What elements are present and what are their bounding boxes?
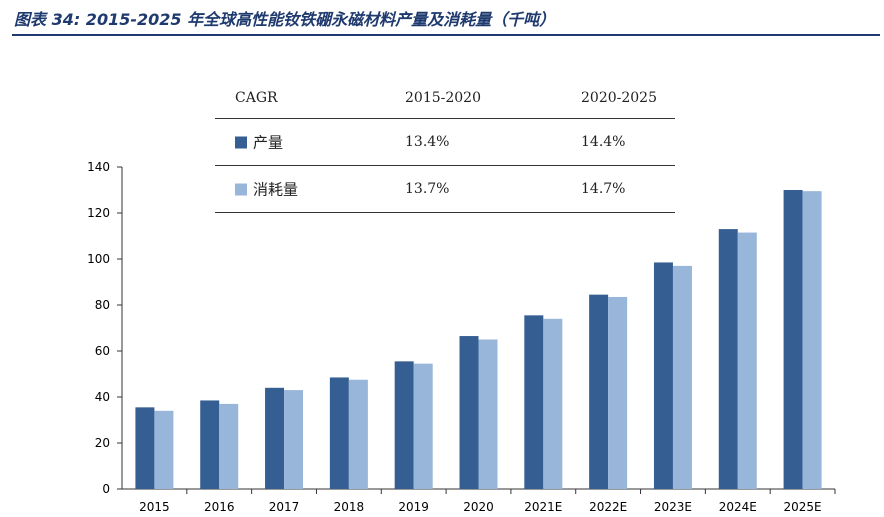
legend-swatch-production [235, 136, 247, 149]
cagr-production-2020-2025: 14.4% [581, 134, 626, 150]
legend-label-production: 产量 [253, 133, 284, 152]
bar-consumption [672, 265, 692, 489]
legend-label-consumption: 消耗量 [253, 180, 299, 199]
legend-item-production: 产量 [235, 132, 283, 153]
cagr-row-production: 产量 13.4% 14.4% [215, 119, 675, 166]
figure-title: 图表 34: 2015-2025 年全球高性能钕铁硼永磁材料产量及消耗量（千吨） [14, 10, 556, 29]
bar-production [783, 190, 803, 489]
cagr-consumption-2015-2020: 13.7% [405, 181, 450, 197]
x-tick-label: 2023E [654, 500, 692, 514]
bar-production [589, 294, 609, 489]
x-tick-label: 2016 [204, 500, 235, 514]
bar-consumption [737, 232, 757, 490]
cagr-header-label: CAGR [235, 90, 278, 106]
y-tick-label: 120 [87, 206, 110, 220]
x-tick-label: 2019 [398, 500, 429, 514]
y-tick-label: 60 [95, 344, 110, 358]
cagr-row-consumption: 消耗量 13.7% 14.7% [215, 166, 675, 213]
y-tick-label: 0 [102, 482, 110, 496]
bar-production [394, 361, 414, 489]
bar-consumption [478, 339, 498, 489]
y-tick-label: 140 [87, 160, 110, 174]
bar-consumption [348, 379, 368, 489]
x-tick-label: 2021E [524, 500, 562, 514]
y-tick-label: 100 [87, 252, 110, 266]
y-tick-label: 40 [95, 390, 110, 404]
bar-consumption [802, 191, 822, 489]
bar-production [524, 315, 544, 489]
bar-production [265, 387, 285, 489]
bar-consumption [413, 363, 433, 489]
x-tick-labels: 2015 2016 2017 2018 2019 2020 2021E 2022E 2023E 2… [139, 500, 822, 514]
bar-production [329, 377, 349, 489]
legend-item-consumption: 消耗量 [235, 179, 298, 200]
cagr-consumption-2020-2025: 14.7% [581, 181, 626, 197]
chart-bars [135, 190, 822, 490]
bar-consumption [154, 410, 174, 489]
cagr-header-period-1: 2015-2020 [405, 90, 481, 106]
bar-consumption [608, 296, 628, 489]
bar-production [135, 407, 155, 489]
x-tick-label: 2018 [334, 500, 365, 514]
cagr-table: CAGR 2015-2020 2020-2025 产量 13.4% 14.4% … [215, 78, 675, 213]
bar-production [653, 262, 673, 489]
cagr-production-2015-2020: 13.4% [405, 134, 450, 150]
title-rule [12, 34, 880, 36]
bar-production [718, 229, 738, 489]
y-tick-labels: 0 20 40 60 80 100 120 140 [87, 160, 110, 496]
bar-consumption [219, 403, 239, 489]
bar-production [459, 336, 479, 489]
x-tick-label: 2025E [784, 500, 822, 514]
x-tick-label: 2024E [719, 500, 757, 514]
bar-consumption [284, 390, 304, 489]
x-tick-label: 2015 [139, 500, 170, 514]
cagr-header-row: CAGR 2015-2020 2020-2025 [215, 78, 675, 119]
bar-production [200, 400, 220, 489]
y-tick-label: 20 [95, 436, 110, 450]
legend-swatch-consumption [235, 183, 247, 196]
bar-consumption [543, 318, 563, 489]
x-tick-label: 2020 [463, 500, 494, 514]
cagr-header-period-2: 2020-2025 [581, 90, 657, 106]
y-tick-label: 80 [95, 298, 110, 312]
x-tick-label: 2017 [269, 500, 300, 514]
x-tick-label: 2022E [589, 500, 627, 514]
